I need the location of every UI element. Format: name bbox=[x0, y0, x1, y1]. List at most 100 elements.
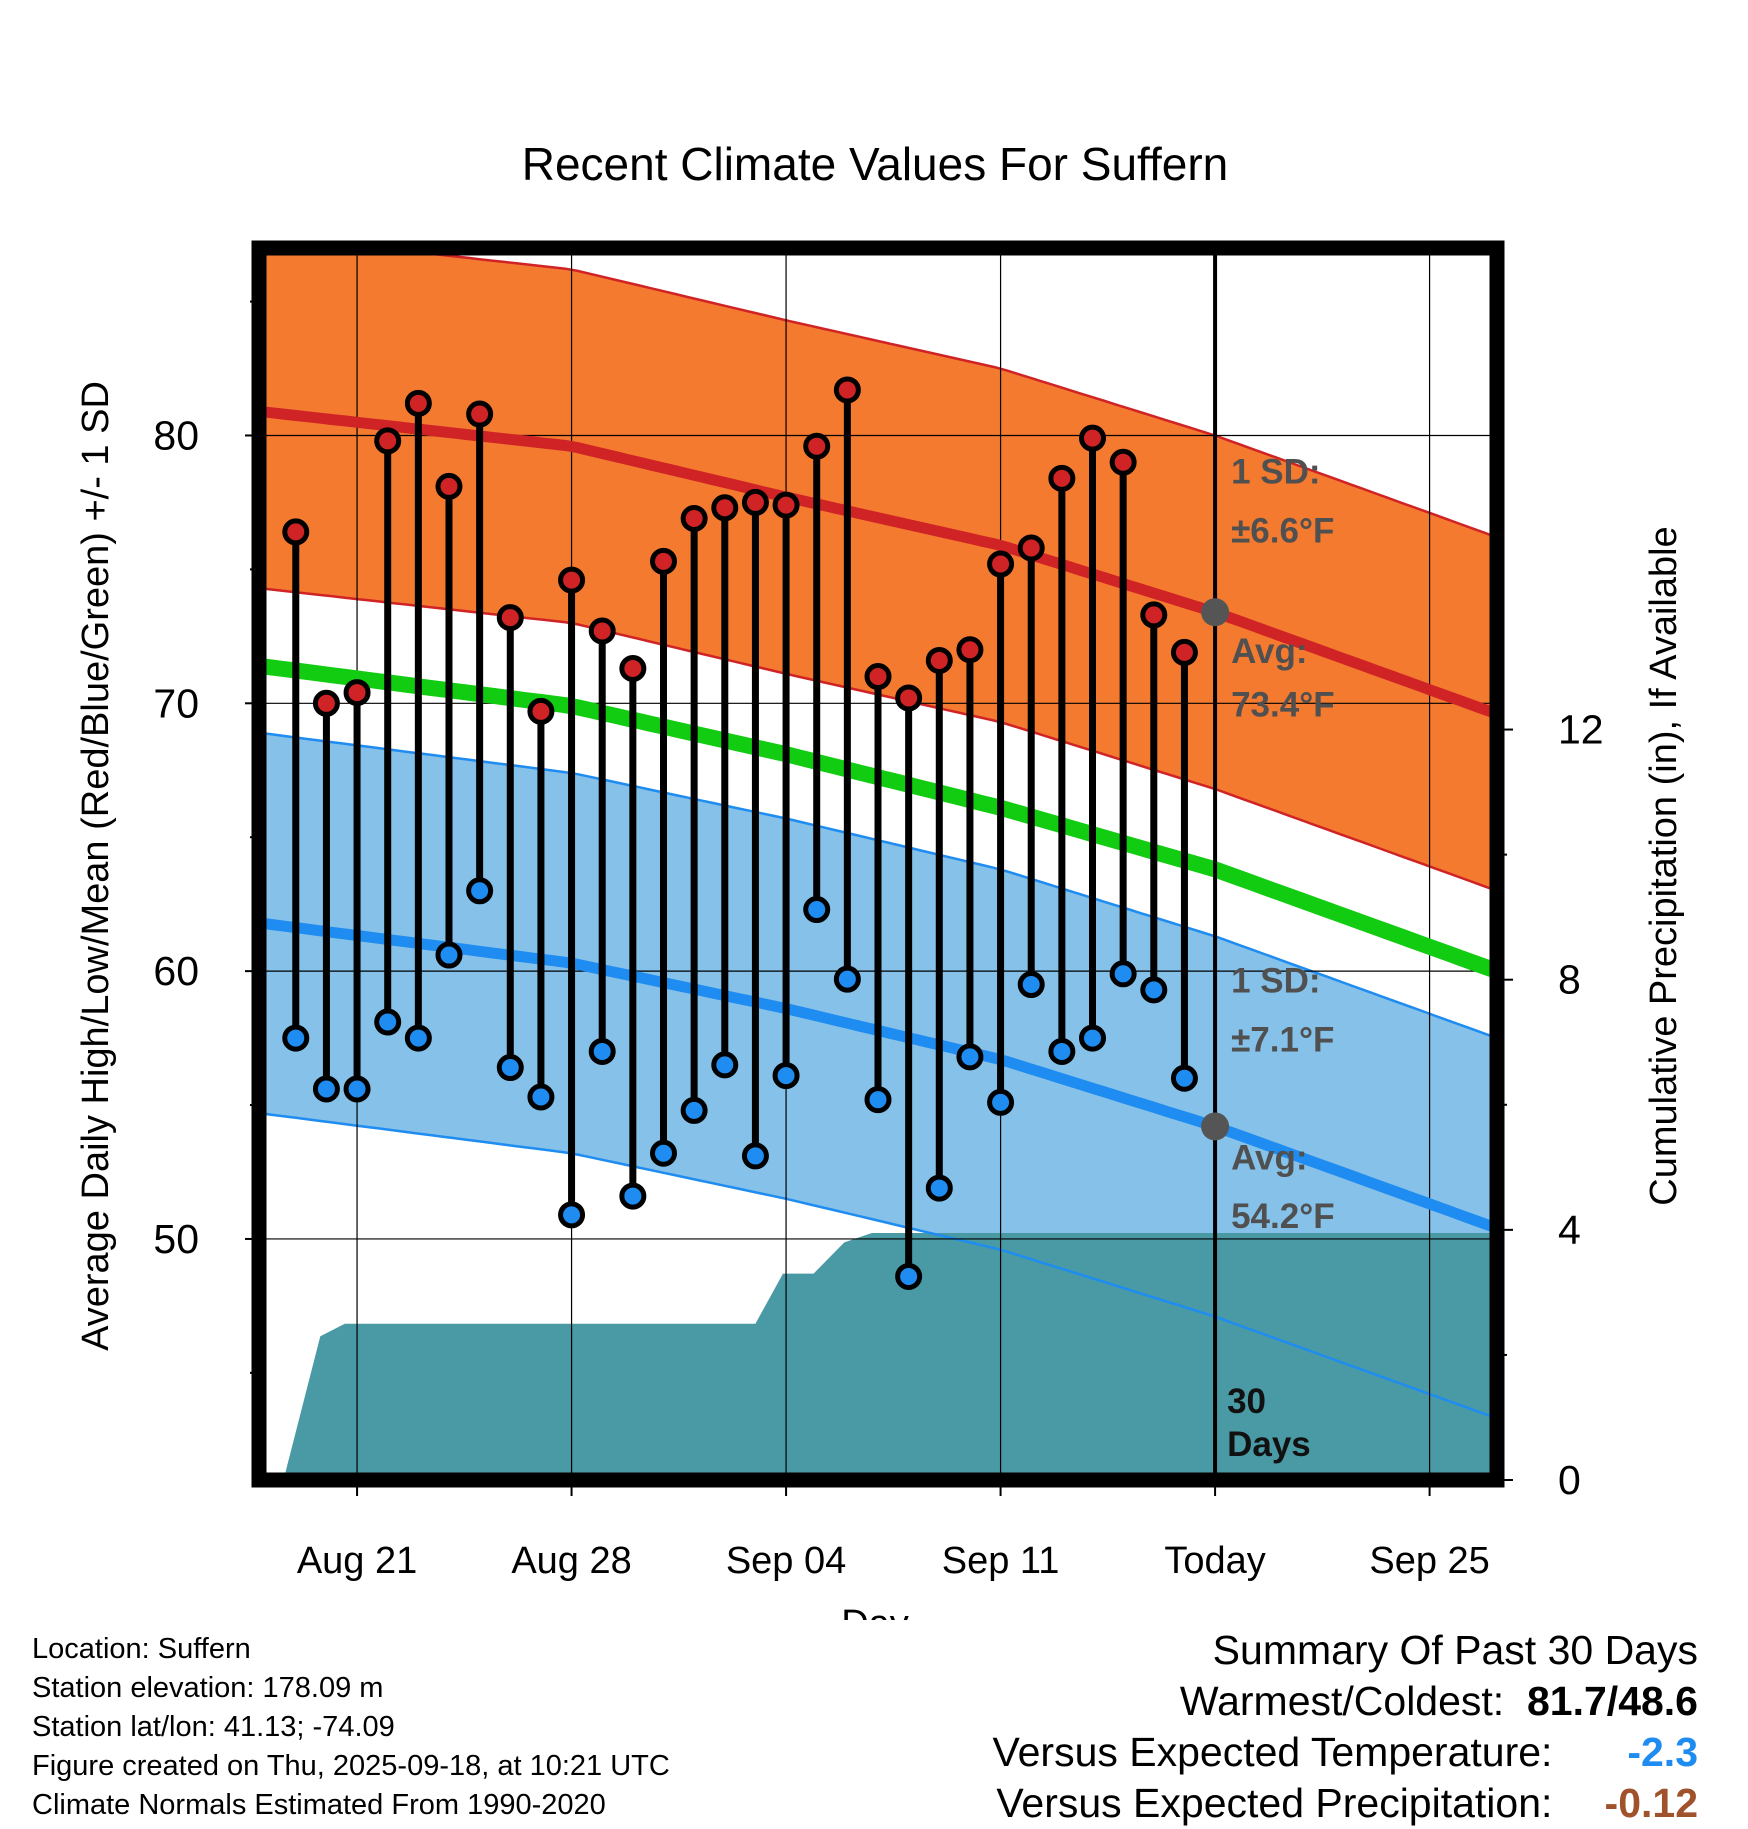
daily-high-point-22 bbox=[956, 636, 984, 664]
temp-value: -2.3 bbox=[1627, 1729, 1698, 1775]
daily-low-point-0 bbox=[282, 1024, 310, 1052]
daily-low-point-23 bbox=[987, 1088, 1015, 1116]
window-label-line2: Days bbox=[1227, 1425, 1311, 1464]
daily-high-point-12 bbox=[649, 547, 677, 575]
daily-high-point-17 bbox=[803, 432, 831, 460]
daily-low-point-25 bbox=[1048, 1037, 1076, 1065]
daily-low-point-16 bbox=[772, 1062, 800, 1090]
daily-low-point-4 bbox=[404, 1024, 432, 1052]
y2-tick-label-12: 12 bbox=[1558, 707, 1604, 753]
daily-low-point-19 bbox=[864, 1086, 892, 1114]
daily-low-point-9 bbox=[558, 1201, 586, 1229]
warmest-label: Warmest/Coldest: bbox=[1179, 1678, 1505, 1724]
daily-high-point-25 bbox=[1048, 464, 1076, 492]
daily-low-point-7 bbox=[496, 1054, 524, 1082]
annotation-low-avg-line1: Avg: bbox=[1231, 1138, 1307, 1177]
x-tick-label-5: Sep 25 bbox=[1369, 1540, 1489, 1582]
low-avg-marker bbox=[1201, 1112, 1230, 1141]
daily-high-point-5 bbox=[435, 472, 463, 500]
daily-high-point-19 bbox=[864, 663, 892, 691]
y-tick-label-80: 80 bbox=[153, 412, 199, 458]
location-text: Location: Suffern bbox=[32, 1633, 251, 1665]
annotation-high-avg-line1: Avg: bbox=[1231, 632, 1307, 671]
daily-low-point-22 bbox=[956, 1043, 984, 1071]
daily-low-point-21 bbox=[925, 1174, 953, 1202]
warmest-row: Warmest/Coldest: 81.7/48.6 bbox=[993, 1676, 1698, 1727]
annotation-low-avg-line2: 54.2°F bbox=[1231, 1197, 1335, 1236]
summary-title: Summary Of Past 30 Days bbox=[1212, 1627, 1698, 1673]
daily-low-point-6 bbox=[466, 877, 494, 905]
daily-high-point-6 bbox=[466, 400, 494, 428]
daily-low-point-28 bbox=[1140, 976, 1168, 1004]
daily-low-point-18 bbox=[833, 965, 861, 993]
annotation-low-sd-line1: 1 SD: bbox=[1231, 962, 1320, 1001]
daily-high-point-7 bbox=[496, 604, 524, 632]
daily-high-point-3 bbox=[374, 427, 402, 455]
daily-high-point-24 bbox=[1017, 534, 1045, 562]
y2-tick-label-4: 4 bbox=[1558, 1207, 1581, 1253]
temp-row: Versus Expected Temperature: -2.3 bbox=[993, 1727, 1698, 1778]
daily-low-point-2 bbox=[343, 1075, 371, 1103]
created-text: Figure created on Thu, 2025-09-18, at 10… bbox=[32, 1750, 670, 1782]
station-metadata: Location: Suffern Station elevation: 178… bbox=[32, 1630, 670, 1825]
daily-high-point-29 bbox=[1170, 638, 1198, 666]
x-axis-label: Day bbox=[841, 1603, 909, 1620]
y-tick-label-60: 60 bbox=[153, 948, 199, 994]
annotation-high-avg-line2: 73.4°F bbox=[1231, 686, 1335, 725]
elevation-text: Station elevation: 178.09 m bbox=[32, 1672, 384, 1704]
daily-low-point-15 bbox=[741, 1142, 769, 1170]
daily-low-point-24 bbox=[1017, 971, 1045, 999]
plot-frame bbox=[251, 240, 1505, 1488]
y2-tick-label-0: 0 bbox=[1558, 1457, 1581, 1503]
y2-tick-label-8: 8 bbox=[1558, 957, 1581, 1003]
daily-high-point-11 bbox=[619, 654, 647, 682]
x-tick-label-1: Aug 28 bbox=[511, 1540, 631, 1582]
daily-low-point-26 bbox=[1079, 1024, 1107, 1052]
high-avg-marker bbox=[1201, 598, 1230, 627]
summary-panel: Summary Of Past 30 Days Warmest/Coldest:… bbox=[993, 1625, 1698, 1829]
temp-label: Versus Expected Temperature: bbox=[992, 1729, 1553, 1775]
y-tick-label-70: 70 bbox=[153, 680, 199, 726]
daily-high-point-4 bbox=[404, 389, 432, 417]
daily-low-point-11 bbox=[619, 1182, 647, 1210]
normals-text: Climate Normals Estimated From 1990-2020 bbox=[32, 1789, 606, 1821]
daily-high-point-13 bbox=[680, 505, 708, 533]
daily-high-point-1 bbox=[312, 689, 340, 717]
daily-high-point-23 bbox=[987, 550, 1015, 578]
daily-high-point-2 bbox=[343, 679, 371, 707]
daily-low-point-20 bbox=[895, 1262, 923, 1290]
high-sd-upper-line bbox=[367, 248, 1497, 539]
daily-high-point-18 bbox=[833, 376, 861, 404]
daily-high-point-20 bbox=[895, 684, 923, 712]
precip-value: -0.12 bbox=[1604, 1780, 1698, 1826]
daily-low-point-27 bbox=[1109, 960, 1137, 988]
daily-high-point-28 bbox=[1140, 601, 1168, 629]
daily-low-point-1 bbox=[312, 1075, 340, 1103]
daily-low-point-13 bbox=[680, 1096, 708, 1124]
daily-low-point-10 bbox=[588, 1037, 616, 1065]
annotation-high-sd-line1: 1 SD: bbox=[1231, 453, 1320, 492]
y2-axis-label: Cumulative Precipitation (in), If Availa… bbox=[1643, 526, 1685, 1205]
daily-low-point-17 bbox=[803, 896, 831, 924]
daily-high-point-9 bbox=[558, 566, 586, 594]
daily-low-point-12 bbox=[649, 1139, 677, 1167]
x-tick-label-3: Sep 11 bbox=[942, 1540, 1060, 1582]
daily-high-point-27 bbox=[1109, 448, 1137, 476]
daily-high-point-26 bbox=[1079, 424, 1107, 452]
daily-low-point-3 bbox=[374, 1008, 402, 1036]
precip-label: Versus Expected Precipitation: bbox=[996, 1780, 1553, 1826]
climate-chart: 50 60 70 80 0 4 8 12 Aug 21 Aug 28 Sep 04 Sep 11 Tod… bbox=[75, 138, 1685, 1620]
daily-high-point-21 bbox=[925, 646, 953, 674]
daily-high-point-15 bbox=[741, 488, 769, 516]
low-sd-lower-line bbox=[259, 1111, 1497, 1420]
daily-high-point-8 bbox=[527, 697, 555, 725]
normal-high-line bbox=[259, 405, 1497, 720]
x-tick-label-4: Today bbox=[1164, 1540, 1265, 1582]
latlon-text: Station lat/lon: 41.13; -74.09 bbox=[32, 1711, 395, 1743]
window-label-line1: 30 bbox=[1227, 1382, 1266, 1421]
daily-low-point-14 bbox=[711, 1051, 739, 1079]
daily-high-point-10 bbox=[588, 617, 616, 645]
x-tick-label-2: Sep 04 bbox=[726, 1540, 846, 1582]
annotation-high-sd-line2: ±6.6°F bbox=[1231, 512, 1334, 551]
chart-title: Recent Climate Values For Suffern bbox=[522, 138, 1229, 190]
